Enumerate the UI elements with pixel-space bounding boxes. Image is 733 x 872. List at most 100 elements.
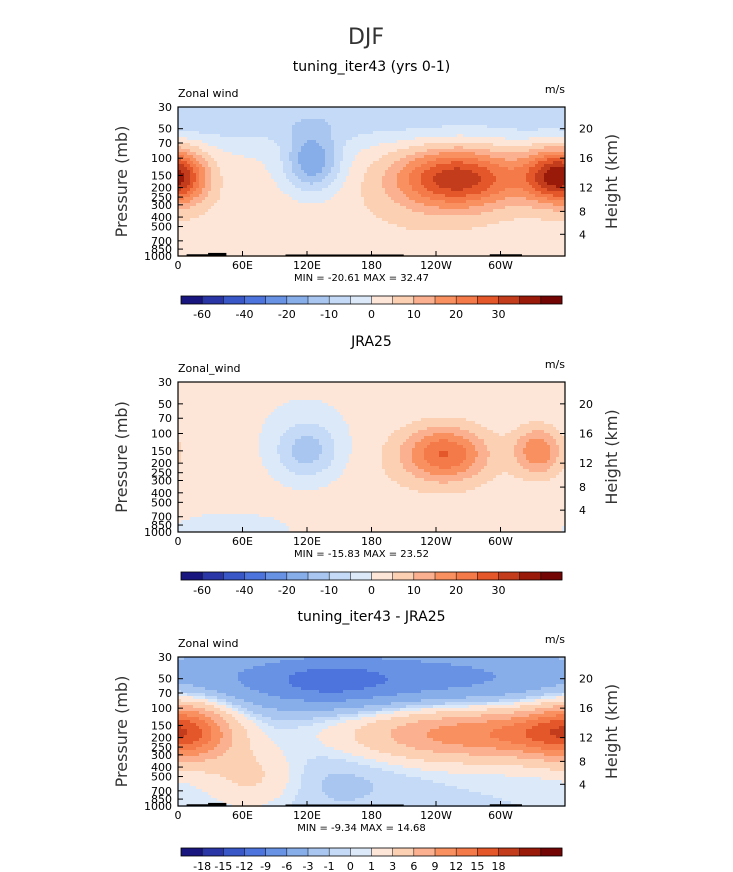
field-cell (496, 137, 499, 140)
field-cell (259, 134, 262, 137)
field-cell (196, 137, 199, 140)
field-cell (499, 155, 502, 158)
field-cell (241, 170, 244, 173)
field-cell (247, 125, 250, 128)
field-cell (211, 179, 214, 182)
field-cell (364, 164, 367, 167)
field-cell (526, 170, 529, 173)
field-cell (190, 170, 193, 173)
field-cell (226, 143, 229, 146)
field-cell (445, 191, 448, 194)
field-cell (514, 170, 517, 173)
field-cell (544, 137, 547, 140)
field-cell (541, 179, 544, 182)
field-cell (394, 107, 397, 110)
field-cell (241, 221, 244, 224)
field-cell (337, 173, 340, 176)
field-cell (451, 203, 454, 206)
field-cell (463, 167, 466, 170)
field-cell (496, 215, 499, 218)
field-cell (220, 206, 223, 209)
field-cell (445, 185, 448, 188)
field-cell (367, 143, 370, 146)
field-cell (220, 215, 223, 218)
field-cell (418, 191, 421, 194)
field-cell (193, 164, 196, 167)
field-cell (559, 143, 562, 146)
field-cell (454, 197, 457, 200)
field-cell (394, 197, 397, 200)
field-cell (517, 197, 520, 200)
field-cell (265, 194, 268, 197)
field-cell (292, 167, 295, 170)
field-cell (241, 209, 244, 212)
field-cell (421, 221, 424, 224)
field-cell (382, 116, 385, 119)
field-cell (205, 122, 208, 125)
field-cell (403, 215, 406, 218)
field-cell (304, 185, 307, 188)
field-cell (268, 206, 271, 209)
field-cell (427, 158, 430, 161)
field-cell (424, 173, 427, 176)
field-cell (544, 182, 547, 185)
field-cell (262, 116, 265, 119)
field-cell (478, 131, 481, 134)
field-cell (205, 194, 208, 197)
field-cell (412, 119, 415, 122)
field-cell (241, 155, 244, 158)
field-cell (376, 173, 379, 176)
field-cell (388, 209, 391, 212)
field-cell (505, 161, 508, 164)
field-cell (292, 188, 295, 191)
field-cell (301, 146, 304, 149)
field-cell (445, 134, 448, 137)
field-cell (544, 209, 547, 212)
field-cell (250, 158, 253, 161)
field-cell (394, 140, 397, 143)
field-cell (253, 197, 256, 200)
field-cell (421, 146, 424, 149)
field-cell (469, 134, 472, 137)
field-cell (430, 194, 433, 197)
field-cell (517, 191, 520, 194)
field-cell (247, 134, 250, 137)
field-cell (505, 119, 508, 122)
field-cell (400, 152, 403, 155)
field-cell (427, 149, 430, 152)
field-cell (349, 188, 352, 191)
field-cell (331, 206, 334, 209)
field-cell (187, 155, 190, 158)
field-cell (439, 116, 442, 119)
field-cell (364, 125, 367, 128)
field-cell (277, 137, 280, 140)
field-cell (286, 206, 289, 209)
field-cell (319, 206, 322, 209)
field-cell (271, 182, 274, 185)
field-cell (454, 170, 457, 173)
field-cell (277, 140, 280, 143)
field-cell (550, 128, 553, 131)
field-cell (508, 218, 511, 221)
field-cell (388, 161, 391, 164)
field-cell (514, 155, 517, 158)
field-cell (208, 200, 211, 203)
field-cell (418, 173, 421, 176)
field-cell (256, 110, 259, 113)
field-cell (235, 113, 238, 116)
field-cell (181, 152, 184, 155)
field-cell (301, 116, 304, 119)
field-cell (223, 212, 226, 215)
field-cell (457, 107, 460, 110)
field-cell (220, 158, 223, 161)
field-cell (385, 203, 388, 206)
field-cell (454, 167, 457, 170)
field-cell (340, 167, 343, 170)
field-cell (295, 179, 298, 182)
field-cell (208, 149, 211, 152)
field-cell (346, 137, 349, 140)
field-cell (361, 149, 364, 152)
field-cell (268, 137, 271, 140)
field-cell (487, 176, 490, 179)
field-cell (370, 197, 373, 200)
